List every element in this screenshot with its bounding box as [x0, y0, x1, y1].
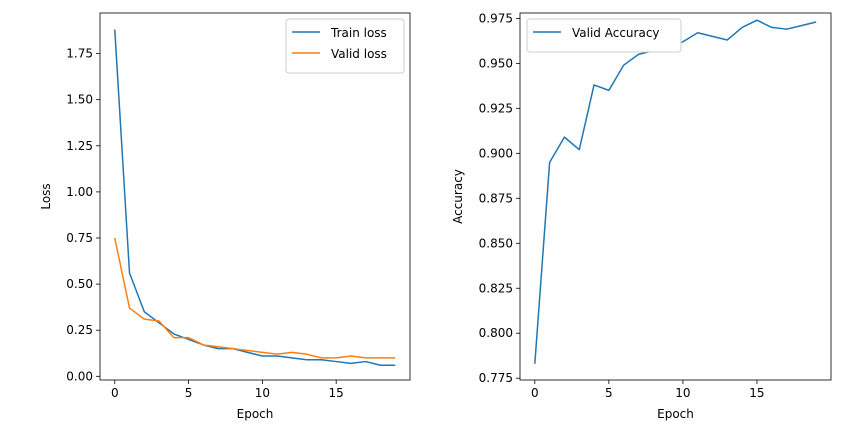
x-tick-label: 15 — [749, 386, 764, 400]
legend-label: Train loss — [330, 26, 387, 40]
x-tick-label: 15 — [329, 386, 344, 400]
legend: Train loss Valid loss — [285, 18, 405, 74]
x-tick-label: 5 — [605, 386, 613, 400]
y-tick-label: 1.25 — [66, 139, 93, 153]
y-tick-label: 0.50 — [66, 277, 93, 291]
x-tick-label: 5 — [185, 386, 193, 400]
chart-panel-2: 0 5 10 15 0.775 0.800 0.825 0.850 0.875 0.900 0.92… — [451, 11, 832, 421]
y-tick-label: 1.75 — [66, 47, 93, 61]
y-tick-label: 0.925 — [479, 101, 513, 115]
x-axis-label: Epoch — [657, 407, 694, 421]
y-tick-label: 0.900 — [479, 146, 513, 160]
legend-label: Valid Accuracy — [572, 26, 660, 40]
y-tick-label: 0.775 — [479, 371, 513, 385]
y-tick-label: 0.850 — [479, 236, 513, 250]
y-tick-label: 0.875 — [479, 191, 513, 205]
y-tick-label: 0.25 — [66, 323, 93, 337]
x-tick-label: 10 — [255, 386, 270, 400]
y-tick-label: 0.950 — [479, 56, 513, 70]
series-line-2 — [114, 237, 396, 359]
chart-panel-1: 0 5 10 15 0.00 0.25 0.50 0.75 1.00 1.25 1.50 1.75 Ep… — [39, 12, 411, 421]
y-tick-label: 0.800 — [479, 326, 513, 340]
series-line-1 — [114, 29, 396, 366]
x-axis-label: Epoch — [237, 407, 274, 421]
series-line-1 — [534, 19, 817, 364]
y-tick-label: 0.00 — [66, 369, 93, 383]
x-tick-label: 10 — [675, 386, 690, 400]
y-tick-label: 0.75 — [66, 231, 93, 245]
y-tick-label: 0.825 — [479, 281, 513, 295]
legend: Valid Accuracy — [526, 18, 682, 53]
plot-frame — [519, 12, 832, 381]
plot-frame — [99, 12, 411, 381]
y-axis-label: Accuracy — [451, 169, 465, 224]
x-tick-label: 0 — [531, 386, 539, 400]
y-axis-label: Loss — [39, 183, 53, 209]
y-tick-label: 1.00 — [66, 185, 93, 199]
y-tick-label: 0.975 — [479, 11, 513, 25]
y-tick-label: 1.50 — [66, 93, 93, 107]
legend-label: Valid loss — [331, 47, 387, 61]
legend-box — [526, 18, 682, 53]
x-tick-label: 0 — [111, 386, 119, 400]
